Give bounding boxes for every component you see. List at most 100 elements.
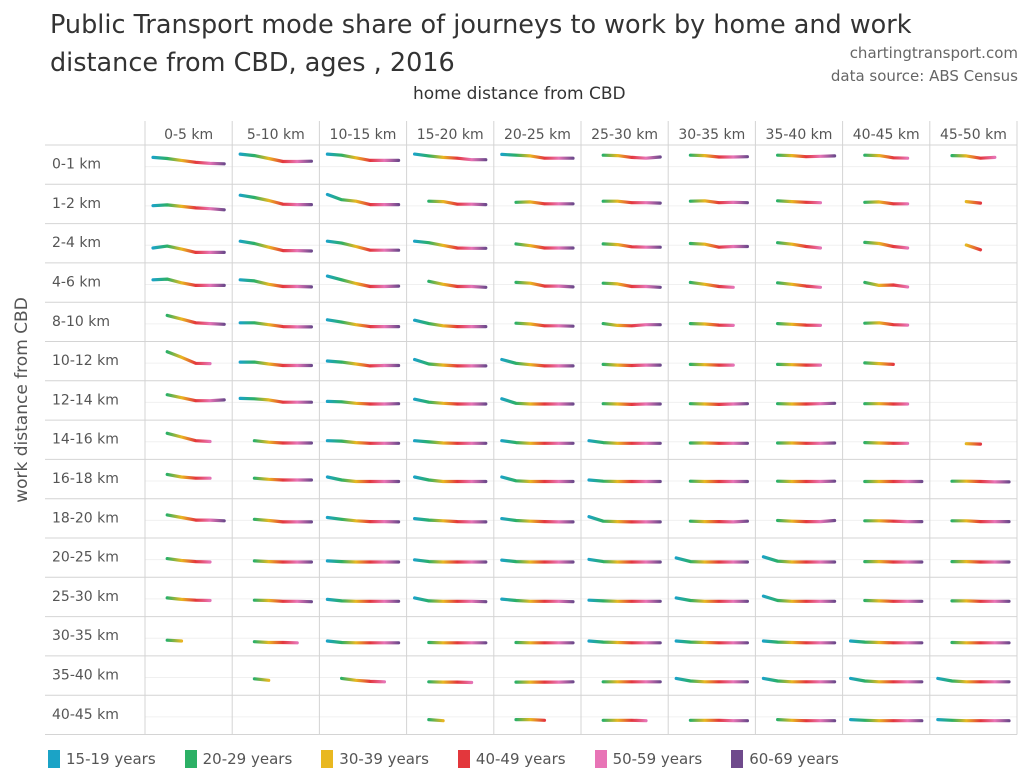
row-headers: 0-1 km 1-2 km 2-4 km 4-6 km 8-10 km 10-12 km 1… (52, 157, 119, 723)
small-multiples-grid: 0-5 km 5-10 km 10-15 km 15-20 km 20-25 km 25-… (45, 121, 1018, 735)
sparkline-30-35 km-0-5 km (165, 638, 184, 643)
chart-title: Public Transport mode share of journeys … (50, 10, 912, 78)
legend-swatch (457, 750, 470, 768)
sparkline-12-14 km-5-10 km (238, 396, 313, 404)
sparkline-1-2 km-15-20 km (427, 199, 488, 207)
legend-swatch (184, 750, 197, 768)
legend-label: 30-39 years (339, 750, 429, 768)
sparkline-8-10 km-15-20 km (413, 318, 488, 329)
sparkline-10-12 km-5-10 km (238, 360, 313, 368)
sparkline-20-25 km-20-25 km (500, 558, 575, 564)
sparkline-25-30 km-10-15 km (325, 597, 401, 603)
credit-source: data source: ABS Census (830, 67, 1018, 85)
sparkline-35-40 km-15-20 km (427, 680, 474, 685)
sparkline-20-25 km-10-15 km (325, 559, 401, 564)
column-headers: 0-5 km 5-10 km 10-15 km 15-20 km 20-25 km 25-… (164, 127, 1007, 143)
legend-item[interactable]: 50-59 years (594, 750, 703, 768)
gridlines (45, 121, 1018, 735)
sparkline-1-2 km-25-30 km (601, 199, 662, 205)
sparkline-18-20 km-25-30 km (587, 515, 662, 524)
sparkline-30-35 km-40-45 km (849, 639, 924, 645)
sparkline-16-18 km-25-30 km (587, 478, 662, 484)
sparkline-20-25 km-25-30 km (587, 557, 662, 564)
sparkline-30-35 km-5-10 km (252, 640, 299, 645)
sparkline-18-20 km-0-5 km (165, 513, 226, 523)
column-header: 45-50 km (940, 127, 1007, 143)
sparkline-10-12 km-15-20 km (413, 357, 488, 368)
sparkline-8-10 km-40-45 km (863, 321, 910, 327)
legend-swatch (321, 750, 334, 768)
sparkline-2-4 km-30-35 km (688, 241, 749, 249)
legend-label: 60-69 years (749, 750, 839, 768)
row-header: 18-20 km (52, 510, 119, 526)
sparkline-30-35 km-30-35 km (674, 639, 749, 645)
sparkline-30-35 km-10-15 km (325, 639, 401, 645)
legend-item[interactable]: 40-49 years (457, 750, 566, 768)
sparkline-14-16 km-40-45 km (863, 441, 910, 445)
sparkline-20-25 km-5-10 km (252, 559, 313, 564)
sparkline-16-18 km-45-50 km (950, 479, 1011, 484)
x-axis-title: home distance from CBD (413, 84, 626, 104)
row-header: 12-14 km (52, 392, 119, 408)
sparklines (151, 152, 1011, 723)
sparkline-1-2 km-45-50 km (964, 200, 983, 205)
sparkline-40-45 km-40-45 km (849, 718, 924, 723)
sparkline-4-6 km-15-20 km (427, 279, 488, 289)
sparkline-8-10 km-20-25 km (514, 321, 575, 328)
row-header: 30-35 km (52, 628, 119, 644)
sparkline-1-2 km-30-35 km (688, 199, 749, 205)
column-header: 15-20 km (417, 127, 484, 143)
sparkline-12-14 km-20-25 km (500, 397, 575, 406)
row-header: 1-2 km (52, 196, 101, 212)
sparkline-4-6 km-10-15 km (325, 274, 401, 289)
sparkline-1-2 km-35-40 km (776, 199, 822, 205)
sparkline-12-14 km-30-35 km (688, 402, 749, 406)
sparkline-25-30 km-25-30 km (587, 598, 662, 603)
sparkline-16-18 km-20-25 km (500, 475, 575, 484)
sparkline-2-4 km-35-40 km (776, 241, 822, 250)
row-header: 10-12 km (52, 353, 119, 369)
sparkline-12-14 km-15-20 km (413, 397, 488, 406)
sparkline-1-2 km-5-10 km (238, 193, 313, 207)
sparkline-16-18 km-5-10 km (252, 476, 313, 482)
column-header: 35-40 km (766, 127, 833, 143)
legend-item[interactable]: 60-69 years (731, 750, 839, 768)
sparkline-8-10 km-35-40 km (776, 322, 822, 327)
sparkline-10-12 km-40-45 km (863, 361, 895, 366)
sparkline-2-4 km-45-50 km (964, 243, 983, 252)
sparkline-8-10 km-25-30 km (601, 322, 662, 328)
sparkline-40-45 km-45-50 km (936, 718, 1011, 723)
sparkline-2-4 km-0-5 km (151, 244, 226, 254)
sparkline-20-25 km-35-40 km (761, 555, 837, 564)
sparkline-10-12 km-25-30 km (601, 362, 662, 368)
sparkline-40-45 km-20-25 km (514, 718, 547, 722)
sparkline-12-14 km-25-30 km (601, 402, 662, 406)
sparkline-0-1 km-5-10 km (238, 152, 313, 164)
sparkline-20-25 km-30-35 km (674, 556, 749, 564)
legend-item[interactable]: 15-19 years (48, 750, 156, 768)
sparkline-4-6 km-25-30 km (601, 281, 662, 289)
legend-label: 50-59 years (612, 750, 703, 768)
sparkline-16-18 km-10-15 km (325, 475, 401, 484)
legend-label: 15-19 years (66, 750, 156, 768)
row-header: 16-18 km (52, 471, 119, 487)
sparkline-0-1 km-40-45 km (863, 153, 910, 160)
row-header: 25-30 km (52, 589, 119, 605)
sparkline-10-12 km-20-25 km (500, 357, 575, 368)
row-header: 4-6 km (52, 274, 101, 290)
column-header: 30-35 km (678, 127, 745, 143)
sparkline-40-45 km-15-20 km (427, 718, 445, 723)
sparkline-30-35 km-25-30 km (587, 639, 662, 645)
legend-item[interactable]: 20-29 years (184, 750, 292, 768)
sparkline-18-20 km-30-35 km (688, 519, 749, 524)
sparkline-25-30 km-40-45 km (863, 598, 924, 603)
sparkline-8-10 km-0-5 km (165, 313, 226, 326)
sparkline-30-35 km-35-40 km (761, 639, 837, 645)
sparkline-18-20 km-15-20 km (413, 517, 488, 524)
row-header: 0-1 km (52, 157, 101, 173)
sparkline-2-4 km-10-15 km (325, 239, 401, 252)
legend-item[interactable]: 30-39 years (321, 750, 429, 768)
sparkline-1-2 km-10-15 km (325, 192, 401, 207)
sparkline-25-30 km-15-20 km (413, 596, 488, 604)
sparkline-0-1 km-10-15 km (325, 152, 401, 162)
